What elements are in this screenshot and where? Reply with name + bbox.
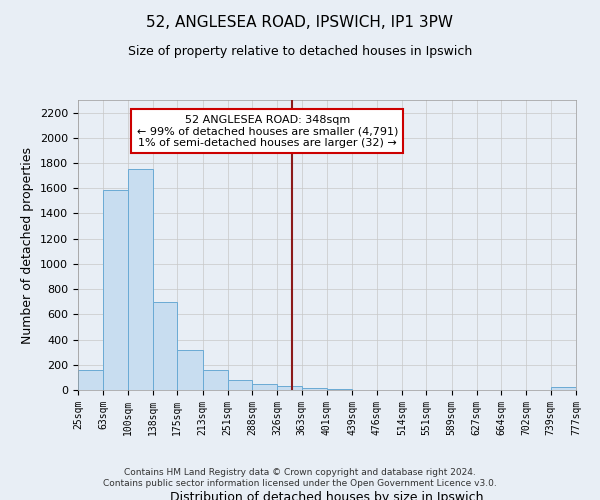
Bar [252,384,277,390]
Text: 52 ANGLESEA ROAD: 348sqm
← 99% of detached houses are smaller (4,791)
1% of semi: 52 ANGLESEA ROAD: 348sqm ← 99% of detach… [137,114,398,148]
Bar [302,388,327,390]
Bar [203,370,227,390]
Bar [78,370,103,390]
Text: 52, ANGLESEA ROAD, IPSWICH, IP1 3PW: 52, ANGLESEA ROAD, IPSWICH, IP1 3PW [146,15,454,30]
X-axis label: Distribution of detached houses by size in Ipswich: Distribution of detached houses by size … [170,490,484,500]
Bar [103,190,128,390]
Text: Size of property relative to detached houses in Ipswich: Size of property relative to detached ho… [128,45,472,58]
Text: Contains HM Land Registry data © Crown copyright and database right 2024.
Contai: Contains HM Land Registry data © Crown c… [103,468,497,487]
Bar [128,170,153,390]
Bar [277,386,302,390]
Bar [178,350,203,390]
Y-axis label: Number of detached properties: Number of detached properties [22,146,34,344]
Bar [153,302,178,390]
Bar [551,388,576,390]
Bar [227,380,252,390]
